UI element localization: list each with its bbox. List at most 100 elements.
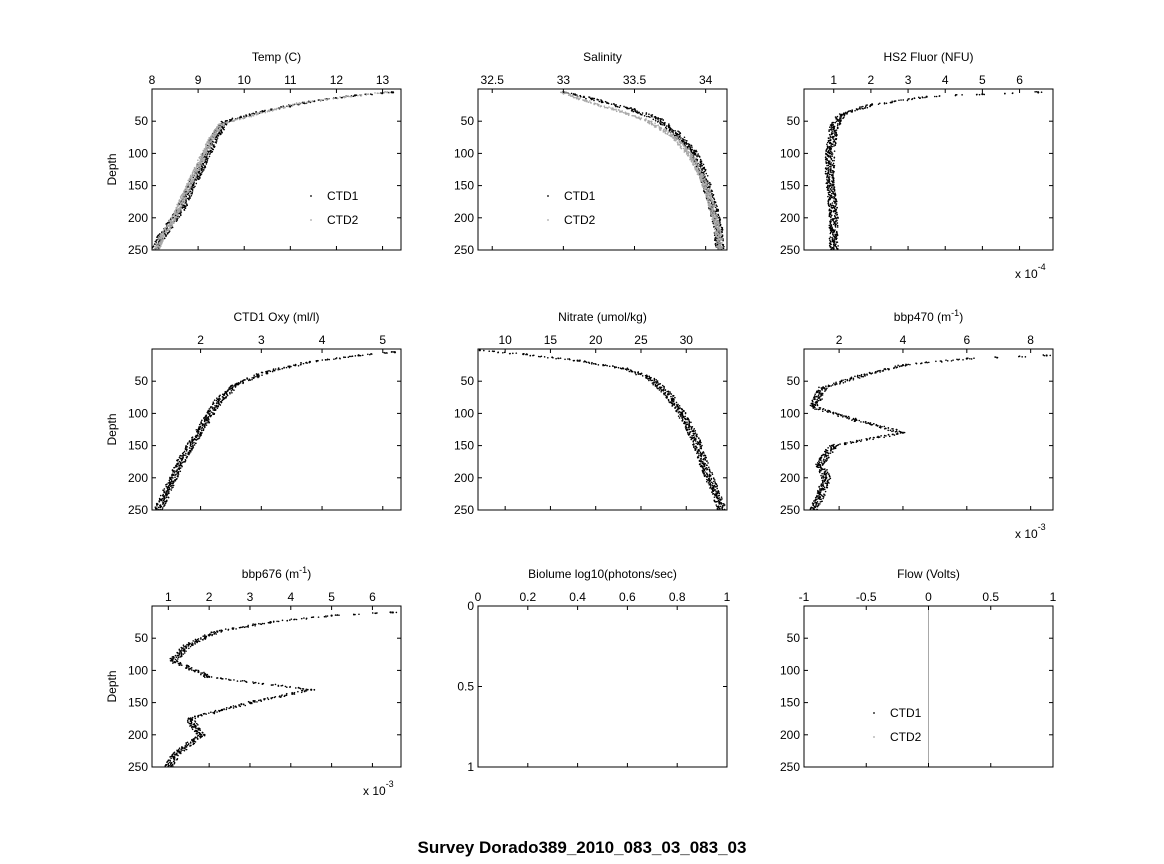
data-point: [696, 155, 698, 158]
data-point: [164, 234, 167, 236]
data-point: [716, 487, 719, 490]
data-point: [193, 166, 196, 169]
data-point: [617, 366, 620, 369]
data-point: [303, 102, 306, 105]
data-point: [828, 191, 831, 194]
data-point: [179, 467, 182, 469]
data-point: [664, 132, 667, 135]
data-point: [828, 173, 831, 176]
data-point: [616, 105, 619, 108]
data-point: [699, 161, 702, 164]
data-point: [231, 384, 234, 387]
data-point: [685, 426, 688, 429]
data-point: [176, 219, 179, 221]
data-point: [208, 155, 211, 158]
data-point: [892, 430, 895, 432]
data-point: [525, 353, 528, 355]
data-point: [173, 471, 176, 474]
data-point: [200, 434, 202, 437]
data-point: [693, 433, 696, 435]
data-point: [699, 165, 702, 168]
data-point: [834, 224, 837, 227]
data-point: [198, 423, 201, 426]
data-point: [713, 228, 716, 231]
data-point: [840, 118, 842, 120]
data-point: [691, 434, 693, 437]
data-point: [836, 219, 838, 222]
series-1: [478, 349, 726, 510]
data-point: [189, 440, 191, 443]
data-point: [243, 115, 245, 118]
data-point: [174, 476, 176, 479]
data-point: [836, 226, 839, 228]
data-point: [833, 145, 835, 147]
data-point: [191, 171, 194, 174]
data-point: [266, 110, 269, 113]
data-point: [844, 415, 847, 418]
data-point: [236, 118, 238, 120]
data-point: [626, 113, 629, 115]
data-point: [574, 94, 577, 96]
data-point: [161, 503, 164, 505]
data-point: [515, 352, 518, 354]
data-point: [831, 145, 833, 148]
data-point: [164, 500, 166, 503]
data-point: [663, 124, 666, 127]
data-point: [994, 356, 996, 358]
data-point: [683, 136, 686, 139]
data-point: [167, 229, 170, 232]
data-point: [354, 355, 357, 357]
plot-area: [154, 351, 397, 510]
data-point: [576, 359, 579, 362]
data-point: [717, 232, 719, 235]
data-point: [717, 236, 720, 239]
data-point: [195, 182, 198, 185]
data-point: [242, 382, 244, 385]
data-point: [703, 167, 706, 169]
data-point: [208, 408, 211, 410]
data-point: [212, 148, 215, 151]
data-point: [703, 170, 706, 173]
data-point: [831, 192, 833, 195]
data-point: [681, 419, 684, 422]
data-point: [209, 150, 212, 152]
data-point: [206, 155, 208, 157]
data-point: [161, 501, 164, 503]
data-point: [240, 116, 242, 118]
data-point: [173, 210, 176, 213]
data-point: [270, 109, 272, 111]
data-point: [832, 233, 834, 235]
data-point: [699, 451, 702, 454]
data-point: [695, 150, 698, 153]
data-point: [819, 407, 822, 409]
data-point: [352, 95, 355, 98]
data-point: [206, 153, 209, 155]
data-point: [830, 125, 833, 127]
data-point: [702, 173, 704, 176]
data-point: [682, 416, 685, 419]
data-point: [862, 105, 864, 108]
data-point: [209, 141, 212, 144]
data-point: [163, 490, 165, 492]
data-point: [194, 185, 196, 188]
data-point: [679, 142, 682, 145]
data-point: [687, 142, 689, 145]
data-point: [478, 349, 481, 352]
data-point: [206, 149, 208, 151]
data-point: [827, 137, 830, 139]
data-point: [826, 189, 829, 191]
data-point: [836, 216, 839, 219]
data-point: [832, 204, 835, 207]
data-point: [831, 122, 833, 124]
data-point: [178, 212, 181, 215]
legend-label-ctd1: CTD1: [564, 189, 596, 203]
data-point: [177, 464, 179, 466]
y-axis-label: Depth: [105, 413, 119, 445]
data-point: [328, 358, 331, 361]
data-point: [669, 391, 671, 393]
data-point: [829, 137, 832, 139]
data-point: [830, 162, 832, 164]
data-point: [717, 210, 720, 212]
data-point: [832, 411, 835, 414]
data-point: [184, 204, 186, 207]
